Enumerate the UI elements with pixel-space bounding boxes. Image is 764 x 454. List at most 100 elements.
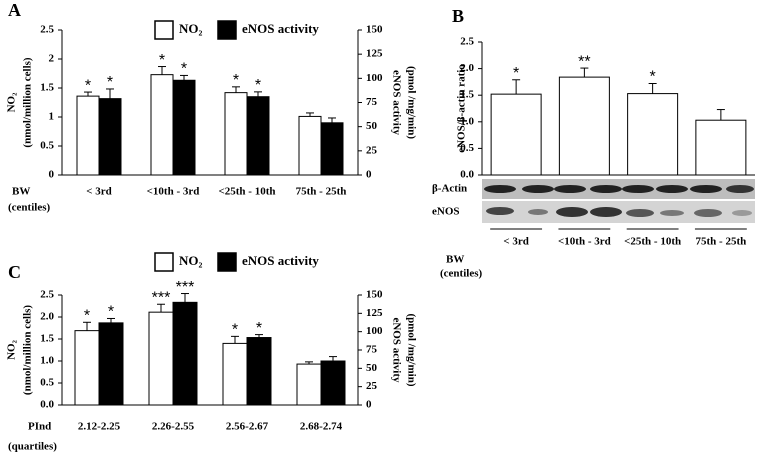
x-tick-label: 75th - 25th — [296, 186, 347, 198]
x-tick-label: <25th - 10th — [219, 186, 276, 198]
y2-tick-label: 25 — [366, 380, 378, 392]
x-axis-label: BW — [446, 254, 464, 266]
legend-swatch — [217, 20, 237, 40]
x-axis-label: (centiles) — [8, 202, 50, 214]
significance: * — [513, 65, 519, 82]
significance: ** — [578, 53, 590, 70]
y2-tick-label: 75 — [366, 96, 378, 108]
panel-label: B — [452, 6, 464, 26]
y-tick-label: 2.0 — [460, 62, 474, 74]
bar — [172, 301, 198, 406]
y2-tick-label: 25 — [366, 144, 378, 156]
bar — [172, 79, 196, 176]
y2-tick-label: 50 — [366, 362, 378, 374]
x-tick-label: 2.56-2.67 — [226, 421, 269, 433]
bar — [98, 98, 122, 176]
y2-axis-label: eNOS activity — [390, 70, 402, 136]
y2-tick-label: 125 — [366, 48, 383, 60]
legend-label: NO₂ — [179, 253, 203, 268]
bar — [148, 311, 174, 406]
blot-label: eNOS — [432, 206, 460, 218]
y-tick-label: 0.5 — [40, 377, 54, 389]
y-tick-label: 2.5 — [460, 36, 474, 48]
x-tick-label: 2.26-2.55 — [152, 421, 195, 433]
x-axis-label: PInd — [28, 421, 51, 433]
panel-label: A — [8, 0, 21, 20]
x-tick-label: < 3rd — [503, 236, 529, 248]
significance: * — [108, 304, 114, 321]
bar — [224, 92, 248, 176]
bar — [222, 342, 248, 406]
bar — [246, 337, 272, 406]
significance: * — [85, 77, 91, 94]
significance: * — [232, 322, 238, 339]
x-axis-label: (quartiles) — [8, 441, 57, 453]
bar — [296, 363, 322, 406]
y2-axis-label: (pmol /mg/min) — [405, 66, 417, 139]
significance: * — [107, 74, 113, 91]
significance: * — [233, 72, 239, 89]
legend-swatch — [154, 252, 174, 272]
y-tick-label: 1.0 — [460, 115, 474, 127]
y-tick-label: 2.5 — [40, 24, 54, 36]
legend-label: eNOS activity — [242, 21, 319, 36]
significance: * — [84, 307, 90, 324]
y-axis-label: NO₂ — [6, 92, 18, 113]
y-tick-label: 0.0 — [460, 169, 474, 181]
significance: *** — [152, 289, 171, 306]
y2-tick-label: 150 — [366, 24, 383, 36]
y-axis-label: eNOS/β-actin ratio — [456, 64, 468, 153]
significance: *** — [176, 279, 195, 296]
bar — [320, 360, 346, 406]
x-tick-label: <10th - 3rd — [147, 186, 200, 198]
y2-tick-label: 0 — [366, 169, 372, 181]
significance: * — [650, 69, 656, 86]
bar — [98, 322, 124, 406]
y2-tick-label: 100 — [366, 72, 383, 84]
y2-tick-label: 125 — [366, 307, 383, 319]
bar — [490, 93, 542, 176]
x-tick-label: <25th - 10th — [624, 236, 681, 248]
y-tick-label: 0.5 — [40, 140, 54, 152]
bar — [298, 115, 322, 176]
bar — [627, 93, 679, 176]
y-axis-label: (nmol/million cells) — [22, 57, 34, 147]
x-tick-label: < 3rd — [86, 186, 112, 198]
bar — [695, 119, 747, 176]
x-tick-label: 75th - 25th — [696, 236, 747, 248]
bar — [150, 74, 174, 176]
y-axis-label: NO₂ — [6, 339, 18, 360]
y-tick-label: 1.0 — [40, 355, 54, 367]
legend-label: eNOS activity — [242, 253, 319, 268]
bar — [558, 76, 610, 176]
bar — [320, 122, 344, 176]
y-tick-label: 2.5 — [40, 289, 54, 301]
y2-tick-label: 50 — [366, 120, 378, 132]
blot-label: β-Actin — [432, 183, 467, 195]
y-tick-label: 0 — [49, 169, 55, 181]
y-tick-label: 1.5 — [40, 82, 54, 94]
y-tick-label: 2 — [49, 53, 55, 65]
y-tick-label: 1.5 — [460, 89, 474, 101]
y2-axis-label: eNOS activity — [390, 317, 402, 383]
x-tick-label: <10th - 3rd — [558, 236, 611, 248]
y-axis-label: (nmol/million cells) — [22, 305, 34, 395]
significance: * — [256, 320, 262, 337]
legend-label: NO₂ — [179, 21, 203, 36]
legend-swatch — [217, 252, 237, 272]
x-tick-label: 2.68-2.74 — [300, 421, 343, 433]
y2-axis-label: (pmol /mg/min) — [405, 313, 417, 386]
y2-tick-label: 150 — [366, 289, 383, 301]
x-tick-label: 2.12-2.25 — [78, 421, 121, 433]
legend-swatch — [154, 20, 174, 40]
x-axis-label: BW — [12, 186, 30, 198]
panel-label: C — [8, 262, 21, 282]
y-tick-label: 1.5 — [40, 333, 54, 345]
y-tick-label: 2.0 — [40, 311, 54, 323]
significance: * — [181, 61, 187, 78]
western-blot — [482, 179, 755, 223]
y-tick-label: 0.0 — [40, 399, 54, 411]
significance: * — [255, 77, 261, 94]
bar — [74, 330, 100, 406]
